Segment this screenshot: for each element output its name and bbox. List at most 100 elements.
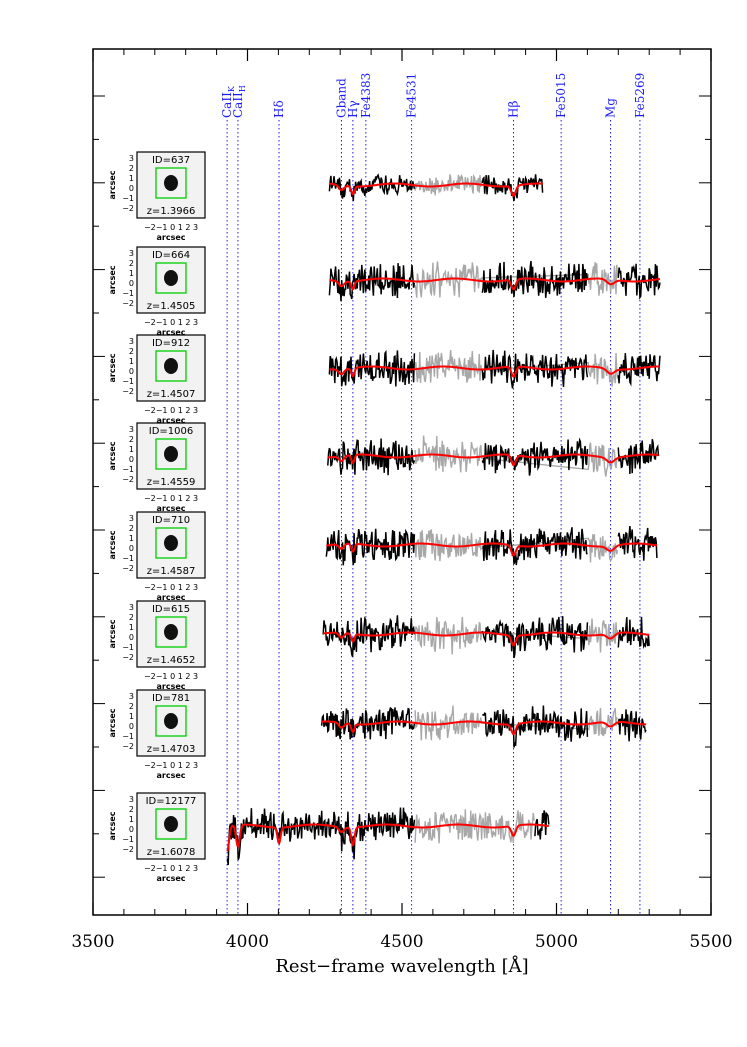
cutout-x-ticks: −2−1 0 1 2 3 <box>144 864 198 873</box>
cutout-y-tick: −1 <box>122 289 134 298</box>
cutout-y-tick: −2 <box>122 475 134 484</box>
cutout-y-tick: −2 <box>122 387 134 396</box>
cutout-y-label: arcsec <box>108 441 117 470</box>
spectral-line-label: Gband <box>334 78 348 118</box>
spectral-line-label: Fe5015 <box>554 73 568 118</box>
observed-spectrum <box>482 705 589 748</box>
observed-spectrum <box>481 349 589 389</box>
cutout-y-tick: 0 <box>129 722 134 731</box>
spectrum-637 <box>328 173 544 202</box>
spectrum-1006 <box>327 435 660 477</box>
galaxy-image <box>164 624 178 640</box>
spectrum-912 <box>328 349 661 389</box>
cutout-y-tick: 1 <box>129 534 134 543</box>
cutout-y-tick: −1 <box>122 835 134 844</box>
slit-box <box>155 705 187 737</box>
cutout-y-tick: −2 <box>122 564 134 573</box>
cutout-y-tick: −1 <box>122 194 134 203</box>
cutout-y-tick: 0 <box>129 825 134 834</box>
cutout-x-label: arcsec <box>156 874 185 883</box>
observed-spectrum <box>226 807 416 866</box>
galaxy-redshift: z=1.6078 <box>147 847 196 858</box>
slit-box <box>155 262 187 294</box>
cutout-y-tick: 2 <box>129 613 134 622</box>
cutout-y-tick: −1 <box>122 554 134 563</box>
cutout-x-ticks: −2−1 0 1 2 3 <box>144 761 198 770</box>
cutout-y-tick: −1 <box>122 377 134 386</box>
cutout-y-tick: 3 <box>129 692 134 701</box>
cutout-y-tick: −2 <box>122 204 134 213</box>
masked-spectrum <box>414 173 483 196</box>
spectral-line-label: Hγ <box>346 100 360 118</box>
cutout-x-ticks: −2−1 0 1 2 3 <box>144 494 198 503</box>
slit-box <box>155 350 187 382</box>
cutout-frame <box>136 151 206 219</box>
spectral-line-label: Hβ <box>507 101 521 118</box>
x-tick-label: 4000 <box>226 932 269 952</box>
cutout-y-label: arcsec <box>108 353 117 382</box>
cutout-y-tick: 3 <box>129 337 134 346</box>
spectral-line-label: Fe4383 <box>359 73 373 118</box>
cutout-y-label: arcsec <box>108 170 117 199</box>
spectral-line-label: Fe5269 <box>633 73 647 118</box>
cutout-x-ticks: −2−1 0 1 2 3 <box>144 672 198 681</box>
galaxy-image <box>164 175 178 191</box>
slit-box <box>155 616 187 648</box>
model-spectrum <box>326 542 658 557</box>
galaxy-id: ID=615 <box>152 604 190 615</box>
model-spectrum <box>327 453 659 466</box>
observed-spectrum <box>328 173 416 202</box>
cutout-y-tick: 3 <box>129 425 134 434</box>
galaxy-id: ID=664 <box>152 250 190 261</box>
observed-spectrum <box>325 528 416 566</box>
galaxy-redshift: z=1.4559 <box>147 477 196 488</box>
cutout-y-tick: 0 <box>129 184 134 193</box>
cutout-x-ticks: −2−1 0 1 2 3 <box>144 406 198 415</box>
galaxy-id: ID=710 <box>152 515 190 526</box>
cutout-x-label: arcsec <box>156 416 185 425</box>
model-spectrum <box>329 277 660 291</box>
cutout-y-tick: 1 <box>129 445 134 454</box>
galaxy-image <box>164 446 178 462</box>
slit-box <box>155 808 187 840</box>
cutout-y-tick: 3 <box>129 795 134 804</box>
slit-box <box>155 438 187 470</box>
galaxy-redshift: z=1.4507 <box>147 389 196 400</box>
cutout-x-ticks: −2−1 0 1 2 3 <box>144 583 198 592</box>
masked-spectrum <box>414 705 619 741</box>
spectral-line-label: Mg <box>604 98 618 118</box>
galaxy-redshift: z=1.4703 <box>147 744 196 755</box>
observed-spectrum <box>617 709 647 742</box>
x-axis-title: Rest−frame wavelength [Å] <box>275 955 528 977</box>
galaxy-redshift: z=1.4652 <box>147 655 196 666</box>
masked-spectrum <box>414 617 619 655</box>
cutout-y-tick: 1 <box>129 174 134 183</box>
observed-spectrum <box>320 706 416 740</box>
spectrum-615 <box>322 615 650 659</box>
model-spectrum <box>329 365 660 378</box>
model-spectrum <box>323 631 650 647</box>
cutout-y-tick: 1 <box>129 712 134 721</box>
cutout-y-tick: 2 <box>129 164 134 173</box>
model-spectrum <box>226 823 549 852</box>
cutout-x-label: arcsec <box>156 682 185 691</box>
cutout-y-tick: −1 <box>122 732 134 741</box>
model-spectrum <box>321 720 647 736</box>
cutout-y-tick: −1 <box>122 465 134 474</box>
cutout-x-label: arcsec <box>156 328 185 337</box>
cutout-y-tick: −1 <box>122 643 134 652</box>
galaxy-id: ID=781 <box>152 693 190 704</box>
masked-spectrum <box>414 261 619 298</box>
cutout-y-tick: 2 <box>129 259 134 268</box>
spectral-line-label: CaIIK <box>220 85 236 118</box>
galaxy-image <box>164 270 178 286</box>
cutout-x-label: arcsec <box>156 233 185 242</box>
cutout-y-label: arcsec <box>108 265 117 294</box>
observed-spectrum <box>617 263 661 300</box>
observed-spectrum <box>327 438 416 476</box>
cutout-frame <box>136 792 206 860</box>
